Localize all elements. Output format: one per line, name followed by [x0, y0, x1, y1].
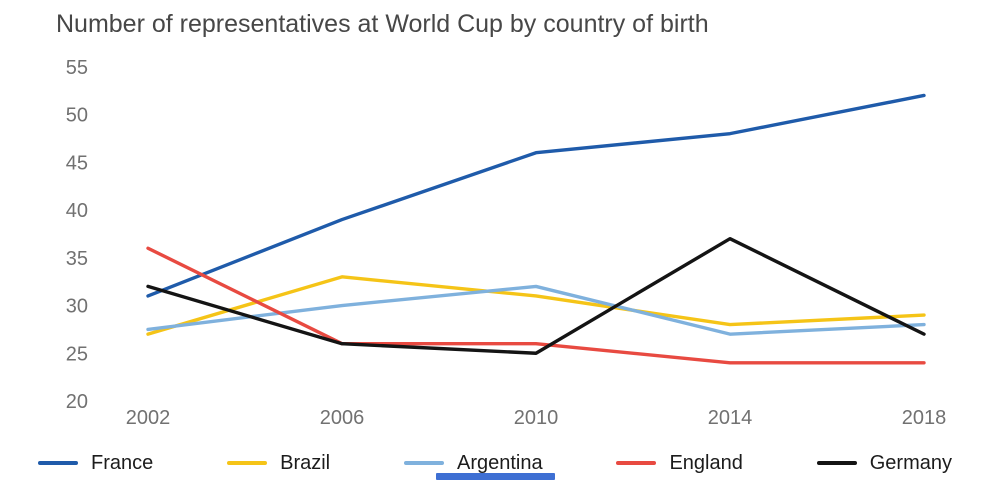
legend-swatch-germany: [816, 461, 857, 465]
x-axis-tick-label: 2002: [126, 407, 171, 429]
y-axis-tick-label: 40: [66, 200, 88, 222]
y-axis-tick-label: 20: [66, 391, 88, 413]
legend-item-germany: Germany: [816, 451, 952, 475]
legend-item-england: England: [616, 451, 743, 475]
line-chart: 20 25 30 35 40 45 50 55 2002 2006 2010 2014 2018: [66, 57, 947, 429]
y-axis-tick-label: 30: [66, 296, 88, 318]
legend-swatch-argentina: [403, 461, 444, 465]
series-line-germany: [146, 236, 926, 355]
legend-label-france: France: [91, 451, 154, 474]
y-axis-tick-label: 25: [66, 343, 88, 365]
legend-label-england: England: [669, 451, 743, 474]
y-axis-tick-label: 45: [66, 152, 88, 174]
y-axis-tick-label: 35: [66, 248, 88, 270]
series-line-england: [146, 246, 926, 365]
series-line-france: [146, 93, 926, 298]
series-line-argentina: [146, 284, 926, 336]
horizontal-scrollbar-thumb[interactable]: [436, 473, 555, 480]
legend-label-brazil: Brazil: [280, 451, 331, 474]
chart-title: Number of representatives at World Cup b…: [56, 10, 709, 38]
legend-label-germany: Germany: [869, 451, 952, 474]
legend-label-argentina: Argentina: [456, 451, 543, 474]
x-axis-tick-label: 2010: [514, 407, 559, 429]
chart-legend: France Brazil Argentina England Germany: [0, 448, 992, 478]
y-axis-tick-label: 55: [66, 57, 88, 79]
legend-swatch-france: [38, 461, 78, 465]
legend-swatch-brazil: [227, 461, 268, 465]
x-axis-tick-label: 2006: [320, 407, 365, 429]
series-line-brazil: [146, 275, 926, 336]
y-axis-tick-label: 50: [66, 105, 88, 127]
legend-swatch-england: [616, 461, 657, 465]
x-axis-tick-label: 2018: [902, 407, 947, 429]
legend-item-france: France: [38, 452, 153, 475]
legend-item-argentina: Argentina: [403, 451, 543, 475]
x-axis-tick-label: 2014: [708, 407, 753, 429]
legend-item-brazil: Brazil: [227, 452, 330, 475]
